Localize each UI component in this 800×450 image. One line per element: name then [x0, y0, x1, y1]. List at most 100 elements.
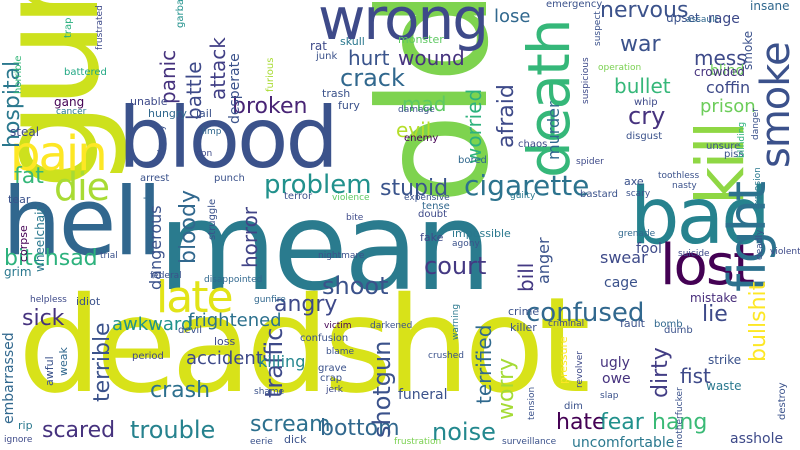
word-cage: cage: [604, 275, 638, 291]
word-late: late: [156, 272, 234, 323]
word-blood: blood: [118, 89, 339, 187]
word-die: die: [54, 165, 110, 209]
word-hungry: hungry: [148, 107, 187, 120]
word-shame: shame: [254, 387, 285, 397]
word-problem: problem: [264, 170, 372, 200]
word-dick: dick: [284, 433, 307, 446]
word-trap: trap: [63, 17, 74, 38]
word-blame: blame: [326, 347, 355, 357]
word-war: war: [620, 32, 661, 57]
word-fake: fake: [420, 231, 444, 244]
word-dumb: dumb: [664, 325, 693, 336]
word-scary: scary: [626, 189, 651, 199]
word-killer: killer: [510, 321, 537, 334]
word-insane: insane: [750, 0, 790, 13]
word-cigarette: cigarette: [464, 169, 590, 202]
word-crack: crack: [340, 64, 405, 92]
word-rage: rage: [708, 11, 740, 27]
word-fear: fear: [600, 410, 644, 435]
word-enemy: enemy: [404, 133, 439, 144]
word-prison: prison: [700, 96, 756, 117]
word-smoke: smoke: [753, 42, 799, 168]
word-steal: steal: [10, 125, 40, 139]
word-bitchsad: bitchsad: [4, 246, 98, 271]
word-chaos: chaos: [518, 139, 548, 150]
word-mad: mad: [402, 92, 447, 116]
word-ignore: ignore: [4, 435, 33, 445]
word-warning: warning: [451, 303, 461, 340]
word-assault: assault: [686, 15, 719, 25]
word-danger: danger: [751, 108, 761, 140]
word-pain: pain: [10, 126, 108, 182]
word-period: period: [132, 351, 164, 362]
word-bloody: bloody: [176, 190, 201, 264]
word-rip: rip: [18, 419, 33, 432]
word-deadly: deadly: [755, 229, 765, 260]
word-explosion: explosion: [753, 167, 763, 210]
word-murder: murder: [544, 101, 563, 160]
word-blinding: blinding: [737, 121, 747, 158]
word-confusion: confusion: [300, 333, 349, 344]
word-desperate: desperate: [227, 53, 243, 124]
word-hate: hate: [556, 410, 606, 435]
word-mean: mean: [158, 176, 492, 318]
word-upset: upset: [666, 11, 700, 25]
word-crime: crime: [508, 305, 540, 318]
word-owe: owe: [602, 371, 631, 387]
word-unsure: unsure: [706, 141, 741, 152]
word-slap: slap: [600, 391, 619, 401]
word-bomb: bomb: [654, 319, 683, 330]
word-uncomfortable: uncomfortable: [572, 435, 675, 450]
word-swear: swear: [600, 248, 648, 267]
word-anger: anger: [534, 237, 553, 284]
word-nervous: nervous: [600, 0, 689, 23]
word-strike: strike: [708, 353, 742, 367]
word-violence: violence: [332, 193, 370, 203]
word-lonely: lonely: [157, 124, 167, 152]
word-attack: attack: [206, 37, 230, 100]
word-operation: operation: [598, 63, 642, 73]
word-suspicious: suspicious: [581, 57, 591, 104]
word-crowded: crowded: [694, 65, 746, 79]
word-piss: piss: [724, 149, 744, 160]
word-fight: fight: [718, 182, 778, 292]
word-spider: spider: [576, 157, 604, 167]
word-embarrassed: embarrassed: [1, 332, 17, 424]
word-tense: tense: [422, 201, 450, 212]
word-fat: fat: [14, 164, 44, 189]
word-grenade: grenade: [618, 229, 656, 239]
word-stupid: stupid: [380, 176, 449, 201]
word-crap: crap: [320, 373, 343, 384]
word-hurt: hurt: [348, 46, 390, 70]
word-shoot: shoot: [322, 272, 389, 300]
word-waste: waste: [706, 379, 742, 393]
word-cancer: cancer: [56, 107, 87, 117]
word-devil: devil: [178, 325, 202, 336]
word-lost: lost: [660, 233, 755, 298]
word-surveillance: surveillance: [502, 437, 557, 447]
word-corpse: corpse: [17, 225, 30, 262]
word-jerk: jerk: [326, 385, 343, 395]
word-monster: monster: [398, 33, 444, 46]
word-frustrated: frustrated: [95, 5, 105, 50]
word-angry: angry: [274, 292, 338, 317]
word-accident: accident: [186, 348, 263, 369]
word-dirty: dirty: [648, 347, 673, 398]
word-punch: punch: [214, 173, 245, 184]
word-evil: evil: [396, 118, 432, 142]
word-suspect: suspect: [593, 11, 603, 46]
word-arrest: arrest: [140, 173, 170, 184]
word-blind: blind: [710, 63, 745, 79]
word-darkened: darkened: [370, 321, 413, 331]
word-impossible: impossible: [452, 227, 511, 240]
word-coffin: coffin: [706, 78, 751, 97]
word-frustration: frustration: [394, 437, 442, 447]
word-frightened: frightened: [188, 310, 282, 331]
word-bullet: bullet: [614, 74, 671, 98]
word-rat: rat: [310, 39, 327, 53]
word-fury: fury: [338, 99, 360, 112]
word-bullshit: bullshit: [746, 281, 771, 362]
word-crash: crash: [150, 378, 211, 403]
word-terror: terror: [284, 191, 313, 202]
word-bite: bite: [346, 213, 364, 223]
